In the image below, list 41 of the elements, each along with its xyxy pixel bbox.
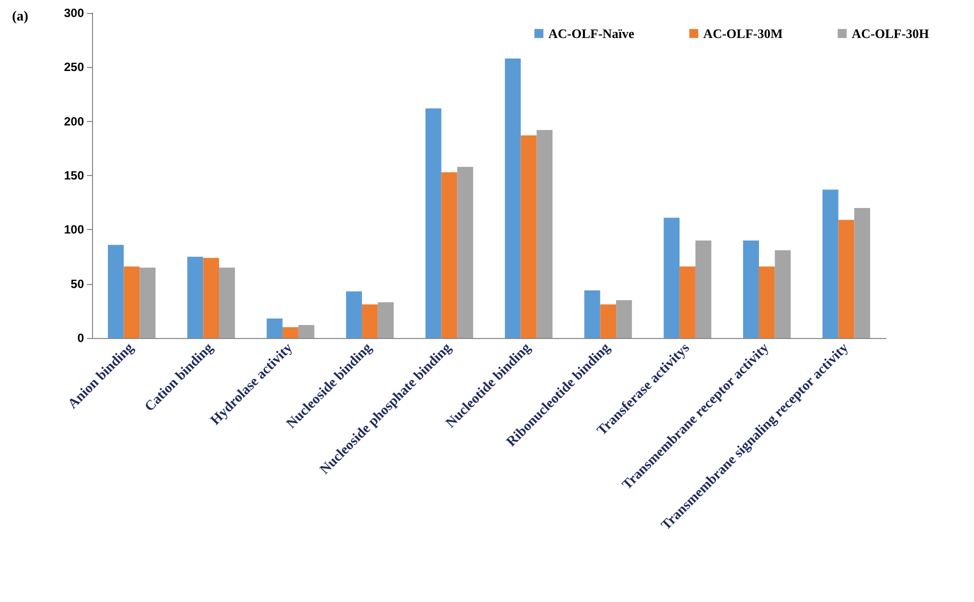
- bar: [774, 250, 791, 338]
- bar: [664, 218, 680, 338]
- y-tick-label: 50: [70, 276, 84, 291]
- bar: [378, 302, 394, 338]
- bar: [838, 220, 854, 338]
- bar: [758, 266, 775, 338]
- bar: [600, 304, 616, 338]
- bar: [425, 108, 442, 338]
- bar: [584, 290, 600, 338]
- y-tick-label: 250: [64, 60, 84, 74]
- bar: [362, 304, 378, 338]
- text: (a): [12, 10, 29, 24]
- bar: [282, 327, 298, 338]
- bar: [695, 240, 712, 338]
- bar: [266, 318, 283, 338]
- bar: [124, 266, 140, 338]
- bar: [203, 258, 220, 338]
- bar: [219, 268, 235, 338]
- bar: [536, 130, 553, 338]
- bar: [680, 266, 696, 338]
- legend-label: AC-OLF-30H: [852, 26, 930, 41]
- legend-label: AC-OLF-30M: [703, 26, 783, 41]
- bar: [854, 208, 870, 338]
- y-tick-label: 150: [64, 168, 84, 182]
- bar: [504, 58, 521, 338]
- bar: [298, 325, 314, 338]
- bar: [346, 291, 362, 338]
- bar: [441, 172, 458, 338]
- y-tick-label: 200: [64, 114, 84, 128]
- bar: [187, 256, 204, 338]
- bar: [822, 190, 838, 338]
- y-tick-label: 0: [77, 331, 84, 345]
- legend-label: AC-OLF-Naïve: [548, 26, 635, 41]
- bar: [616, 300, 632, 338]
- bar: [108, 244, 124, 338]
- bar: [140, 268, 156, 338]
- bar: [520, 135, 537, 338]
- bar: [457, 166, 474, 338]
- y-tick-label: 100: [64, 222, 84, 237]
- bar: [743, 240, 759, 338]
- y-tick-label: 300: [64, 6, 84, 20]
